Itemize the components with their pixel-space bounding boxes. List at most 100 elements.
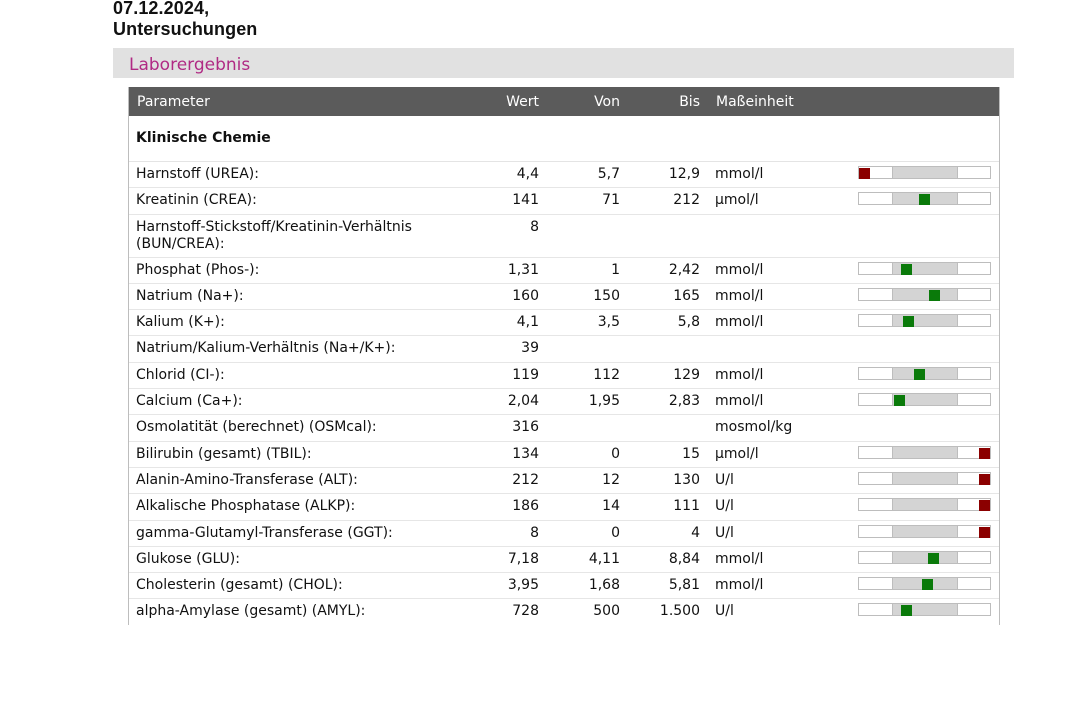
table-row: Phosphat (Phos-): 1,31 1 2,42 mmol/l [129,258,999,284]
cell-wert: 8 [530,218,539,235]
reference-range-gauge [858,314,991,328]
value-marker [919,194,930,206]
reference-range-band [892,604,958,616]
cell-wert: 7,18 [507,550,539,567]
value-marker [913,368,925,380]
cell-von: 3,5 [597,314,620,331]
cell-wert: 8 [530,524,539,541]
reference-range-gauge [858,445,991,459]
reference-range-gauge [858,166,991,179]
cell-parameter: Phosphat (Phos-): [136,261,260,278]
cell-unit: µmol/l [715,192,759,209]
reference-range-gauge [858,524,991,538]
reference-range-band [892,167,958,178]
cell-unit: U/l [715,498,734,515]
report-header: 07.12.2024, Untersuchungen [113,0,257,40]
reference-range-band [892,499,958,511]
cell-bis: 8,84 [668,550,700,567]
cell-wert: 186 [512,498,539,515]
cell-bis: 5,81 [668,577,700,594]
reference-range-gauge [858,471,991,485]
cell-bis: 129 [673,366,700,383]
table-row: Natrium (Na+): 160 150 165 mmol/l [129,284,999,311]
cell-bis: 12,9 [668,166,700,182]
cell-wert: 141 [512,192,539,209]
value-marker [921,579,933,591]
cell-bis: 1.500 [659,603,700,620]
cell-unit: mmol/l [715,314,764,331]
group-row: Klinische Chemie [129,116,999,162]
cell-bis: 111 [673,498,700,515]
cell-wert: 316 [512,419,539,436]
cell-wert: 39 [521,340,539,357]
cell-bis: 2,83 [668,393,700,410]
cell-wert: 3,95 [507,577,539,594]
cell-unit: mmol/l [715,287,764,304]
value-marker [903,316,915,328]
cell-wert: 4,4 [516,166,539,182]
cell-parameter: Natrium/Kalium-Verhältnis (Na+/K+): [136,340,396,357]
cell-parameter: Kreatinin (CREA): [136,192,257,209]
cell-unit: mmol/l [715,166,764,182]
cell-parameter: Chlorid (CI-): [136,366,225,383]
cell-wert: 728 [512,603,539,620]
value-marker [979,473,991,485]
reference-range-band [892,367,958,379]
cell-wert: 119 [512,366,539,383]
cell-bis: 130 [673,471,700,488]
cell-wert: 212 [512,471,539,488]
group-label: Klinische Chemie [136,130,271,146]
reference-range-gauge [858,603,991,617]
reference-range-gauge [858,192,991,206]
table-row: Glukose (GLU): 7,18 4,11 8,84 mmol/l [129,547,999,574]
table-row: Osmolatität (berechnet) (OSMcal): 316 mosm… [129,415,999,442]
reference-range-gauge [858,287,991,301]
cell-unit: µmol/l [715,445,759,462]
column-header-parameter: Parameter [137,94,210,110]
table-row: Chlorid (CI-): 119 112 129 mmol/l [129,363,999,390]
value-marker [929,289,941,301]
column-header-unit: Maßeinheit [716,94,794,110]
value-marker [979,500,991,512]
cell-wert: 134 [512,445,539,462]
value-marker [858,168,870,179]
cell-bis: 15 [682,445,700,462]
column-header-bis: Bis [679,94,700,110]
lab-results-table: Parameter Wert Von Bis Maßeinheit Klinis… [128,87,1000,625]
cell-parameter: alpha-Amylase (gesamt) (AMYL): [136,603,366,620]
cell-wert: 1,31 [507,261,539,278]
value-marker [928,552,940,564]
reference-range-band [892,315,958,327]
cell-von: 500 [593,603,620,620]
cell-parameter: Calcium (Ca+): [136,393,243,410]
section-header-bar: Laborergebnis [113,48,1014,78]
column-header-von: Von [594,94,620,110]
table-row: Alanin-Amino-Transferase (ALT): 212 12 130 U… [129,468,999,495]
cell-bis: 2,42 [668,261,700,278]
table-row: Kalium (K+): 4,1 3,5 5,8 mmol/l [129,310,999,337]
cell-von: 14 [602,498,620,515]
cell-von: 0 [611,445,620,462]
cell-unit: U/l [715,603,734,620]
section-title: Laborergebnis [129,55,251,75]
cell-unit: mmol/l [715,261,764,278]
cell-von: 12 [602,471,620,488]
report-date: 07.12.2024, [113,0,210,18]
table-row: alpha-Amylase (gesamt) (AMYL): 728 500 1.50… [129,599,999,625]
cell-parameter: Harnstoff (UREA): [136,166,259,182]
value-marker [979,447,991,459]
cell-parameter: Natrium (Na+): [136,287,244,304]
cell-bis: 4 [691,524,700,541]
value-marker [894,395,906,407]
cell-parameter: Alkalische Phosphatase (ALKP): [136,498,356,515]
table-row: gamma-Glutamyl-Transferase (GGT): 8 0 4 U/l [129,521,999,547]
cell-von: 112 [593,366,620,383]
cell-parameter: Glukose (GLU): [136,550,240,567]
cell-von: 1,68 [588,577,620,594]
reference-range-band [892,472,958,484]
cell-parameter: Cholesterin (gesamt) (CHOL): [136,577,343,594]
cell-von: 0 [611,524,620,541]
table-header: Parameter Wert Von Bis Maßeinheit [129,87,999,116]
value-marker [979,526,991,538]
reference-range-gauge [858,577,991,591]
